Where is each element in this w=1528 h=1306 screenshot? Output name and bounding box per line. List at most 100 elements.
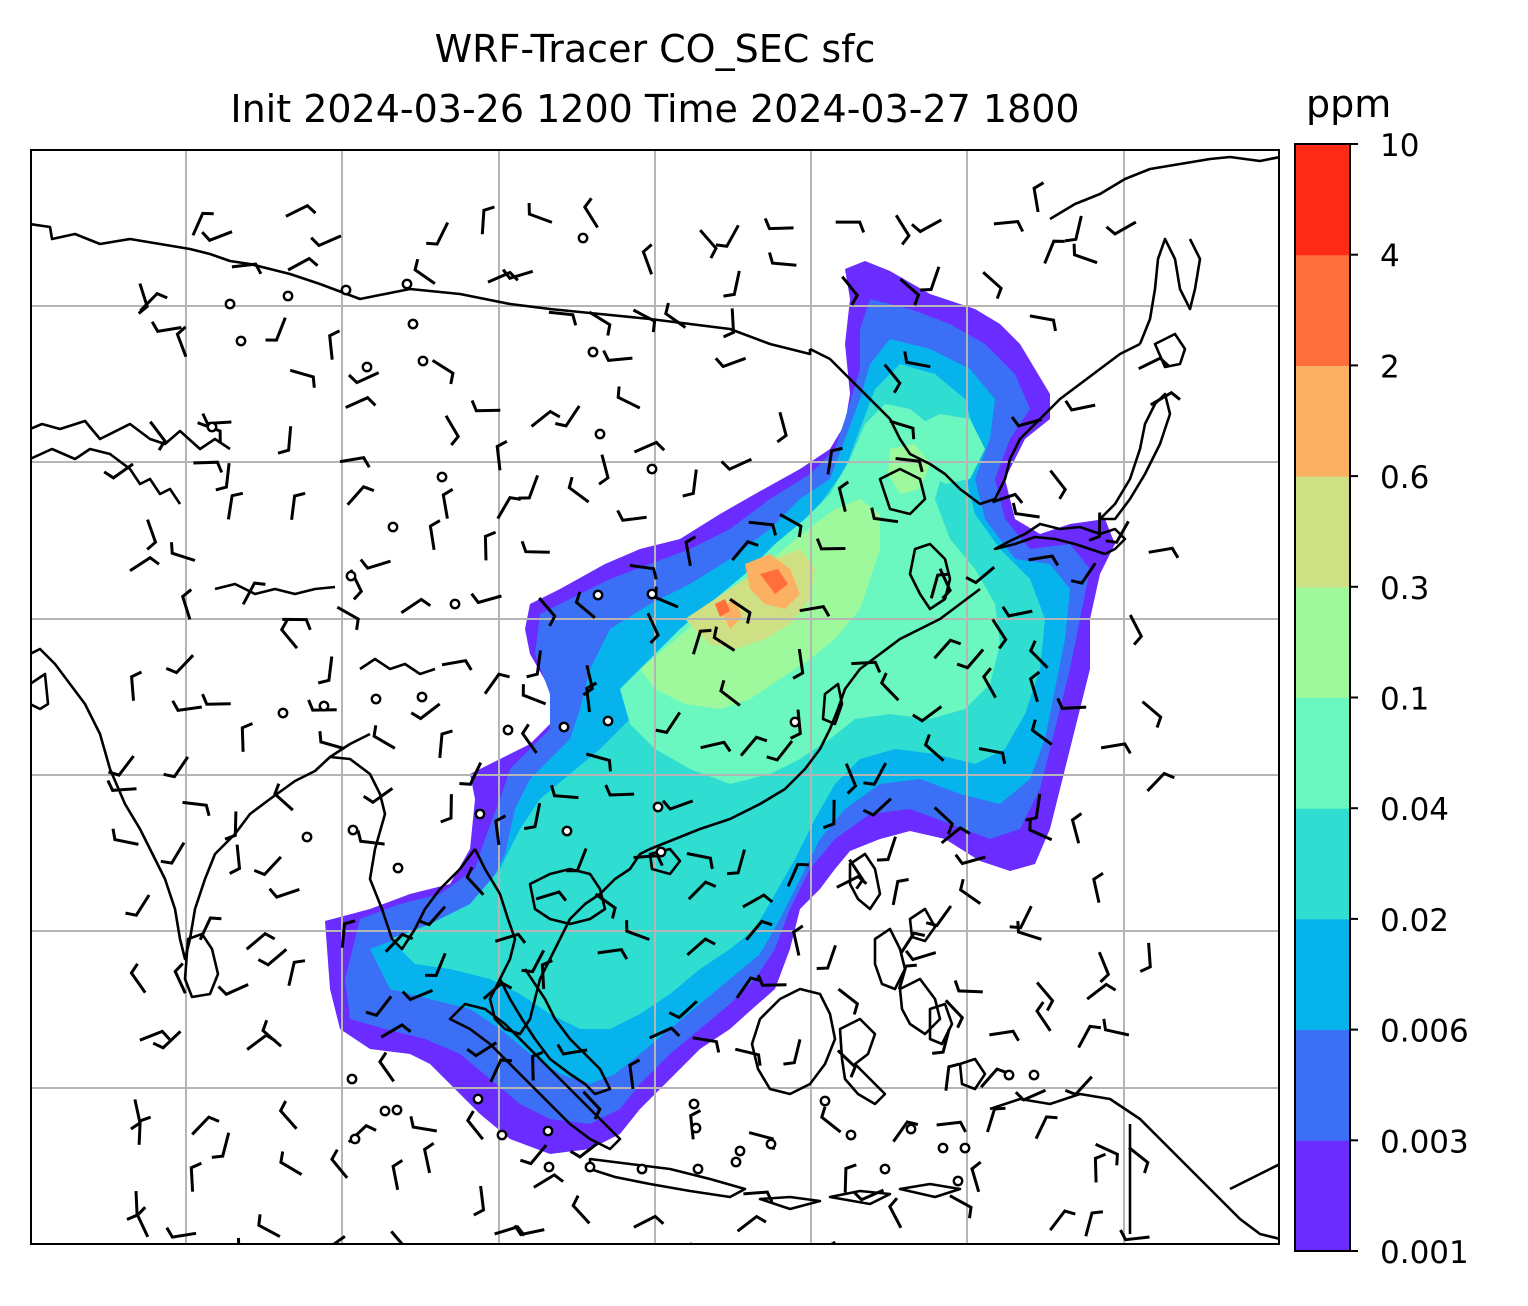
wind-barb xyxy=(245,931,276,951)
calm-wind-circle xyxy=(594,428,606,440)
wind-barb xyxy=(441,658,473,671)
wind-barb xyxy=(731,540,759,562)
wind-barb xyxy=(149,420,167,451)
wind-barb xyxy=(786,862,809,887)
wind-barb xyxy=(1056,697,1087,710)
wind-barb xyxy=(783,1039,802,1066)
calm-wind-circle xyxy=(959,1142,971,1154)
wind-barb xyxy=(527,203,553,224)
calm-wind-circle xyxy=(789,716,801,728)
wind-barb xyxy=(494,814,507,846)
wind-barb xyxy=(1084,1210,1104,1237)
wind-barb xyxy=(290,491,306,520)
wind-barb xyxy=(530,409,561,428)
wind-barb xyxy=(1119,1229,1150,1242)
calm-wind-circle xyxy=(561,825,573,837)
calm-wind-circle xyxy=(387,521,399,533)
wind-barb xyxy=(582,197,599,229)
wind-barb xyxy=(684,535,697,567)
calm-wind-circle xyxy=(277,707,289,719)
wind-barb xyxy=(191,211,214,236)
calm-wind-circle xyxy=(1028,1069,1040,1081)
wind-barb xyxy=(282,617,312,631)
wind-barb xyxy=(820,1106,842,1134)
wind-barb xyxy=(359,558,391,570)
wind-barb xyxy=(391,1159,404,1191)
wind-barb xyxy=(315,1235,346,1245)
wind-barb xyxy=(1141,700,1163,728)
colorbar-color-blocks xyxy=(1295,144,1350,1252)
wind-barb xyxy=(483,530,497,561)
wind-barb xyxy=(554,405,581,428)
wind-barb xyxy=(569,1141,600,1159)
wind-barb xyxy=(602,349,633,362)
wind-barb xyxy=(965,566,996,585)
wind-barb xyxy=(459,761,483,786)
wind-barb xyxy=(936,1120,967,1133)
wind-barb xyxy=(340,919,356,948)
calm-wind-circle xyxy=(347,824,359,836)
wind-barb xyxy=(111,828,139,846)
calm-wind-circle xyxy=(206,421,218,433)
wind-barb xyxy=(1070,812,1083,844)
wind-barb xyxy=(175,325,188,358)
calm-wind-circle xyxy=(584,1161,596,1173)
wind-barb xyxy=(413,258,436,285)
wind-barb xyxy=(1064,399,1096,412)
wind-barb xyxy=(556,1043,588,1056)
wind-barb xyxy=(444,415,461,447)
wind-barb xyxy=(287,256,319,272)
calm-wind-circle xyxy=(401,278,413,290)
wind-barb xyxy=(347,371,380,385)
calm-wind-circle xyxy=(646,463,658,475)
calm-wind-circle xyxy=(391,1104,403,1116)
wind-barb xyxy=(410,702,441,721)
wind-barb xyxy=(473,1185,486,1217)
tracer-concentration-region xyxy=(715,599,730,617)
wind-barb xyxy=(318,730,345,750)
wind-barb xyxy=(588,310,612,336)
wind-barb xyxy=(903,351,931,369)
wind-barb xyxy=(372,725,396,750)
map-title-line1: WRF-Tracer CO_SEC sfc xyxy=(434,27,876,71)
wind-barb xyxy=(933,638,962,660)
wind-barb xyxy=(743,1190,774,1203)
wind-barb xyxy=(170,542,196,562)
wind-barb xyxy=(883,363,902,394)
co-tracer-field xyxy=(325,261,1115,1154)
wind-barb xyxy=(835,220,866,233)
wind-barb xyxy=(480,205,495,235)
wind-barb xyxy=(438,729,453,759)
wind-barb xyxy=(1014,1088,1047,1102)
wind-barb xyxy=(904,949,937,962)
calm-wind-circle xyxy=(558,721,570,733)
wind-barb xyxy=(582,1090,602,1120)
wind-barb xyxy=(646,612,660,645)
calm-wind-circle xyxy=(905,1123,917,1135)
calm-wind-circle xyxy=(655,846,667,858)
wind-barb xyxy=(616,509,647,522)
wind-barb xyxy=(285,203,317,218)
wind-barb xyxy=(625,920,650,941)
wind-barb xyxy=(792,648,805,680)
wind-barb xyxy=(362,787,394,805)
calm-wind-circle xyxy=(361,361,373,373)
wind-barb xyxy=(756,974,787,987)
wind-barb xyxy=(954,853,986,866)
colorbar-tick-label: 0.1 xyxy=(1380,682,1429,718)
wind-barb xyxy=(604,784,635,797)
wind-barb xyxy=(792,924,804,956)
wind-barb xyxy=(307,699,337,712)
wind-barb xyxy=(336,605,360,631)
wind-barb xyxy=(789,709,802,740)
wind-barbs xyxy=(103,181,1181,1245)
wind-barb xyxy=(895,457,924,473)
wind-barb xyxy=(330,1148,349,1179)
calm-wind-circle xyxy=(646,588,658,600)
wind-barb xyxy=(494,1225,526,1237)
calm-wind-circle xyxy=(346,1073,358,1085)
wind-barb xyxy=(1028,554,1060,567)
wind-barb xyxy=(278,1100,298,1130)
colorbar-tick-label: 0.04 xyxy=(1380,792,1449,828)
wind-barb xyxy=(628,1058,641,1090)
